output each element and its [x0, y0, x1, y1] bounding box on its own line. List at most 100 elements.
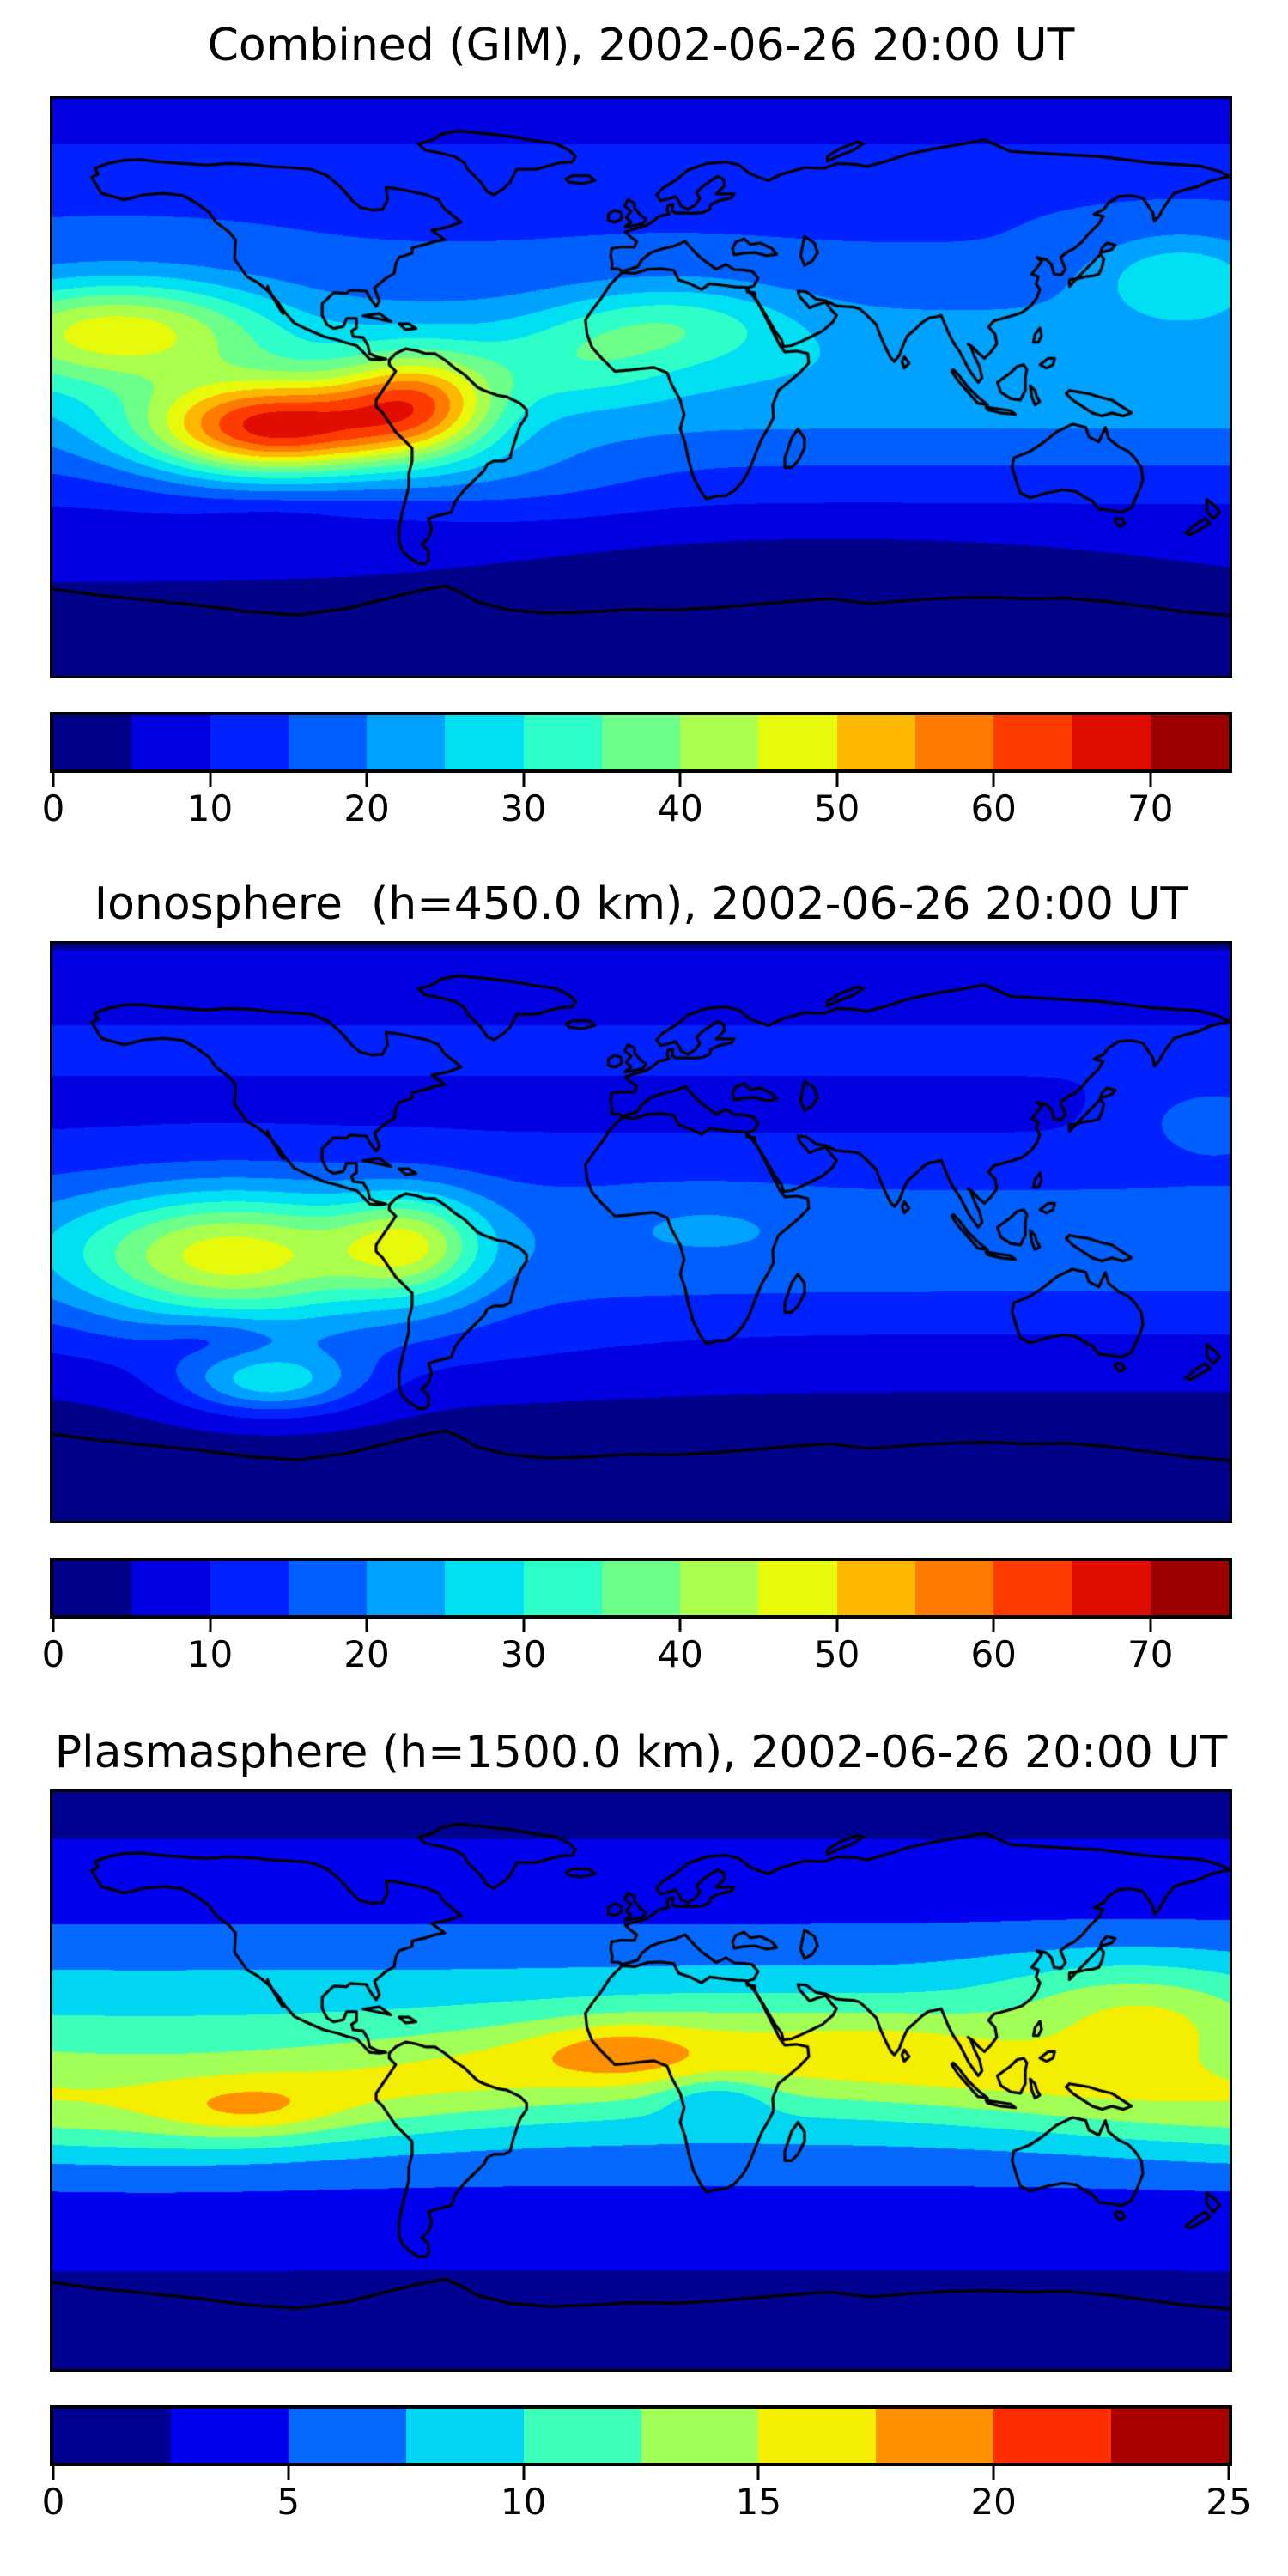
colorbar-segment — [680, 715, 759, 769]
colorbar-tick — [835, 1619, 839, 1632]
colorbar-tick-label: 20 — [970, 2481, 1017, 2523]
colorbar-segment — [367, 715, 446, 769]
panel-title-plasmasphere: Plasmasphere (h=1500.0 km), 2002-06-26 2… — [54, 1727, 1228, 1778]
colorbar-segment — [758, 715, 837, 769]
colorbar-tick — [209, 773, 212, 787]
colorbar-tick-label: 50 — [813, 1633, 860, 1675]
colorbar-segment — [993, 1561, 1072, 1615]
colorbar-tick-label: 25 — [1206, 2481, 1252, 2523]
map-canvas-plasmasphere — [52, 1792, 1230, 2369]
colorbar-tick — [992, 1619, 995, 1632]
colorbar-segment — [1072, 715, 1151, 769]
colorbar-tick — [522, 773, 526, 787]
colorbar-tick-label: 10 — [186, 1633, 234, 1675]
colorbar-segment — [876, 2409, 994, 2463]
colorbar-tick — [52, 2466, 55, 2480]
colorbar-segment — [445, 715, 524, 769]
colorbar-segment — [641, 2409, 759, 2463]
colorbar-segment — [680, 1561, 759, 1615]
colorbar-segment — [445, 1561, 524, 1615]
colorbar-segment — [53, 715, 132, 769]
colorbar-tick — [1149, 773, 1152, 787]
colorbar-segment — [288, 715, 368, 769]
colorbar-tick-label: 15 — [735, 2481, 782, 2523]
colorbar-segment — [53, 2409, 171, 2463]
colorbar-tick — [678, 773, 682, 787]
colorbar-tick — [992, 773, 995, 787]
colorbar-tick-label: 40 — [657, 1633, 703, 1675]
colorbar-segment — [405, 2409, 524, 2463]
map-canvas-ionosphere — [52, 944, 1230, 1521]
colorbar-segment — [523, 2409, 641, 2463]
colorbar-tick-label: 5 — [276, 2481, 301, 2523]
colorbar-tick — [1149, 1619, 1152, 1632]
colorbar-segment — [170, 2409, 289, 2463]
colorbar-segment — [367, 1561, 446, 1615]
colorbar-ticks-combined — [50, 773, 1232, 790]
colorbar-segment — [993, 715, 1072, 769]
colorbar-segment — [1111, 2409, 1230, 2463]
colorbar-labels-combined: 0 10 20 30 40 50 60 70 — [42, 787, 1232, 833]
colorbar-segment — [288, 2409, 406, 2463]
colorbar-segment — [210, 715, 289, 769]
colorbar-tick — [1227, 2466, 1230, 2480]
colorbar-segment — [523, 1561, 602, 1615]
colorbar-tick — [52, 1619, 55, 1632]
colorbar-ticks-ionosphere — [50, 1619, 1232, 1636]
colorbar-combined — [50, 712, 1232, 773]
colorbar-tick-label: 20 — [343, 1633, 390, 1675]
colorbar-tick-label: 60 — [970, 1633, 1017, 1675]
colorbar-ticks-plasmasphere — [50, 2466, 1232, 2483]
colorbar-tick — [52, 773, 55, 787]
colorbar-tick — [522, 1619, 526, 1632]
colorbar-segment — [836, 1561, 915, 1615]
colorbar-segment — [758, 1561, 837, 1615]
map-ionosphere — [50, 941, 1232, 1523]
colorbar-segment — [288, 1561, 368, 1615]
colorbar-tick-label: 0 — [41, 2481, 65, 2523]
colorbar-tick — [365, 1619, 368, 1632]
colorbar-tick-label: 40 — [657, 787, 703, 829]
colorbar-segment — [914, 1561, 994, 1615]
colorbar-ionosphere — [50, 1558, 1232, 1619]
map-canvas-combined — [52, 99, 1230, 676]
colorbar-segment — [601, 1561, 681, 1615]
colorbar-segment — [1150, 1561, 1229, 1615]
colorbar-tick — [209, 1619, 212, 1632]
colorbar-tick-label: 70 — [1127, 787, 1174, 829]
map-plasmasphere — [50, 1789, 1232, 2372]
colorbar-segment — [914, 715, 994, 769]
colorbar-tick-label: 50 — [813, 787, 860, 829]
colorbar-labels-ionosphere: 0 10 20 30 40 50 60 70 — [42, 1633, 1232, 1679]
colorbar-tick — [756, 2466, 760, 2480]
colorbar-segment — [210, 1561, 289, 1615]
map-combined-gim — [50, 96, 1232, 678]
colorbar-segment — [523, 715, 602, 769]
colorbar-segment — [131, 1561, 210, 1615]
panel-title-ionosphere: Ionosphere (h=450.0 km), 2002-06-26 20:0… — [94, 878, 1188, 930]
colorbar-tick-label: 60 — [970, 787, 1017, 829]
colorbar-tick — [287, 2466, 290, 2480]
colorbar-segment — [836, 715, 915, 769]
colorbar-segment — [601, 715, 681, 769]
colorbar-tick-label: 20 — [343, 787, 390, 829]
colorbar-tick-label: 0 — [41, 1633, 65, 1675]
colorbar-tick-label: 70 — [1127, 1633, 1174, 1675]
colorbar-segment — [1150, 715, 1229, 769]
colorbar-tick — [678, 1619, 682, 1632]
colorbar-tick-label: 30 — [500, 787, 547, 829]
colorbar-tick — [835, 773, 839, 787]
colorbar-tick-label: 0 — [41, 787, 65, 829]
colorbar-labels-plasmasphere: 0 5 10 15 20 25 — [42, 2481, 1252, 2526]
colorbar-tick-label: 10 — [186, 787, 234, 829]
colorbar-tick-label: 10 — [500, 2481, 547, 2523]
colorbar-plasmasphere — [50, 2405, 1232, 2466]
colorbar-segment — [993, 2409, 1112, 2463]
panel-title-combined: Combined (GIM), 2002-06-26 20:00 UT — [207, 20, 1075, 71]
colorbar-segment — [1072, 1561, 1151, 1615]
colorbar-tick — [992, 2466, 995, 2480]
colorbar-tick-label: 30 — [500, 1633, 547, 1675]
colorbar-segment — [131, 715, 210, 769]
colorbar-segment — [53, 1561, 132, 1615]
